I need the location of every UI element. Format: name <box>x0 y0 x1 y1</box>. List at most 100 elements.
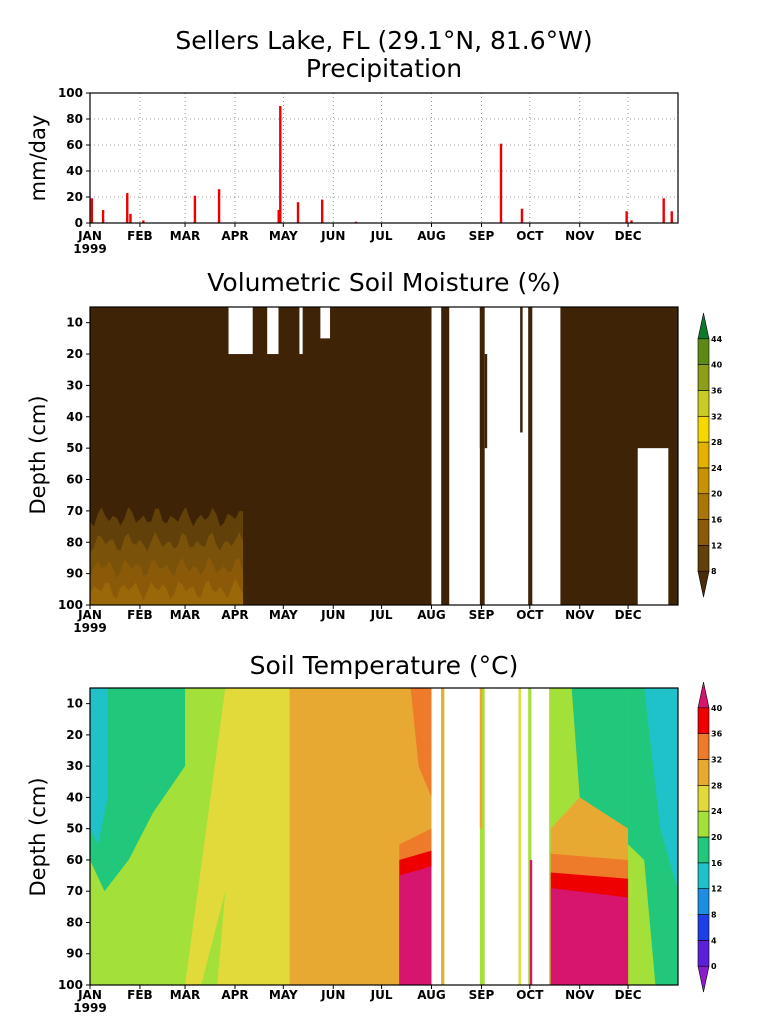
temperature-colorbar-swatch <box>697 862 710 889</box>
precip-bar <box>279 106 282 223</box>
temperature-region <box>120 688 137 798</box>
temperature-missing <box>531 688 550 985</box>
precip-xtick-label: JUL <box>370 229 393 243</box>
moisture-xtick-label: OCT <box>516 608 544 622</box>
temperature-colorbar-label: 16 <box>711 859 723 868</box>
precip-bar <box>662 198 665 223</box>
moisture-xtick-label: MAR <box>170 608 200 622</box>
moisture-ytick-label: 30 <box>66 378 83 392</box>
moisture-year-label: 1999 <box>73 621 106 635</box>
moisture-colorbar-label: 24 <box>711 464 723 473</box>
precip-bar <box>670 211 673 223</box>
temperature-colorbar-label: 24 <box>711 807 723 816</box>
moisture-panel: Volumetric Soil Moisture (%) Depth (cm) … <box>26 268 723 635</box>
temperature-missing <box>431 688 442 985</box>
moisture-colorbar-max-arrow <box>697 312 710 340</box>
precip-bars <box>90 106 673 223</box>
precip-xtick-label: JUN <box>320 229 345 243</box>
temperature-colorbar-swatch <box>697 759 710 786</box>
precip-bar <box>630 220 633 223</box>
temperature-colorbar-swatch <box>697 914 710 941</box>
moisture-missing <box>320 307 331 339</box>
temperature-xtick-label: JAN <box>77 988 102 1002</box>
precip-x-axis: JAN FEB MAR APR MAY JUN JUL AUG SEP OCT NOV DEC 1999 <box>73 223 642 256</box>
temperature-colorbar: 0 4 8 12 16 20 24 28 32 36 40 <box>697 681 723 993</box>
temperature-sliver <box>441 688 444 985</box>
temperature-colorbar-swatch <box>697 836 710 864</box>
temperature-ytick-label: 50 <box>66 822 83 836</box>
temperature-xtick-label: MAR <box>170 988 200 1002</box>
precip-xtick-label: NOV <box>565 229 595 243</box>
moisture-colorbar-swatch <box>697 519 710 546</box>
moisture-ytick-label: 80 <box>66 535 83 549</box>
temperature-sliver <box>529 859 533 985</box>
precip-bar <box>320 199 324 223</box>
temperature-xtick-label: SEP <box>469 988 495 1002</box>
temperature-panel: Soil Temperature (°C) Depth (cm) 10 20 30 4… <box>26 651 723 1015</box>
moisture-colorbar-label: 8 <box>711 567 717 576</box>
moisture-sliver <box>444 307 447 605</box>
temperature-ytick-label: 30 <box>66 759 83 773</box>
moisture-xtick-label: JUL <box>370 608 393 622</box>
moisture-missing <box>637 448 669 605</box>
moisture-missing <box>431 307 442 605</box>
temperature-region <box>410 688 432 798</box>
precip-frame <box>89 92 679 224</box>
temperature-ytick-label: 80 <box>66 915 83 929</box>
temperature-xtick-label: APR <box>221 988 248 1002</box>
moisture-xtick-label: APR <box>221 608 248 622</box>
moisture-colorbar-label: 16 <box>711 516 723 525</box>
precip-bar <box>129 213 132 223</box>
temperature-colorbar-swatch <box>697 707 710 734</box>
moisture-colorbar-label: 32 <box>711 412 722 421</box>
moisture-ytick-label: 60 <box>66 473 83 487</box>
moisture-missing <box>449 307 480 605</box>
temperature-ytick-label: 70 <box>66 884 83 898</box>
temperature-colorbar-label: 12 <box>711 885 722 894</box>
temperature-xtick-label: DEC <box>615 988 642 1002</box>
moisture-sliver <box>529 307 533 605</box>
temperature-field <box>90 688 678 985</box>
precip-ytick-label: 20 <box>66 190 83 204</box>
moisture-colorbar: 8 12 16 20 24 28 32 36 40 44 <box>697 312 723 598</box>
temperature-colorbar-swatch <box>697 733 710 760</box>
moisture-ytick-label: 50 <box>66 441 83 455</box>
moisture-colorbar-swatch <box>697 338 710 365</box>
temperature-colorbar-label: 36 <box>711 730 723 739</box>
temperature-colorbar-label: 28 <box>711 781 723 790</box>
moisture-sliver <box>520 307 523 433</box>
moisture-colorbar-label: 12 <box>711 541 722 550</box>
precip-y-axis: 0 20 40 60 80 100 <box>58 86 90 230</box>
temperature-ylabel: Depth (cm) <box>26 777 50 896</box>
moisture-frame <box>89 306 679 606</box>
moisture-colorbar-swatch <box>697 390 710 417</box>
moisture-y-axis: 10 20 30 40 50 60 70 80 90 100 <box>58 316 90 612</box>
temperature-xtick-label: FEB <box>127 988 153 1002</box>
moisture-colorbar-label: 20 <box>711 490 723 499</box>
temperature-colorbar-min-arrow <box>697 965 710 993</box>
moisture-xtick-label: DEC <box>615 608 642 622</box>
temperature-colorbar-label: 32 <box>711 756 722 765</box>
temperature-region <box>571 688 629 829</box>
precip-title: Precipitation <box>306 54 462 83</box>
moisture-x-axis: JAN FEB MAR APR MAY JUN JUL AUG SEP OCT NOV DEC 1999 <box>73 605 642 635</box>
precip-bar <box>296 202 300 223</box>
temperature-ytick-label: 40 <box>66 790 83 804</box>
moisture-ytick-label: 20 <box>66 347 83 361</box>
temperature-y-axis: 10 20 30 40 50 60 70 80 90 100 <box>58 697 90 992</box>
precip-bar <box>277 210 280 223</box>
precip-xtick-label: SEP <box>469 229 495 243</box>
temperature-sliver <box>479 688 483 829</box>
temperature-xtick-label: MAY <box>269 988 298 1002</box>
precip-bar <box>625 211 628 223</box>
precip-bar <box>126 193 129 223</box>
temperature-ytick-label: 60 <box>66 853 83 867</box>
moisture-colorbar-swatch <box>697 467 710 495</box>
temperature-colorbar-swatch <box>697 785 710 812</box>
moisture-missing <box>267 307 279 355</box>
moisture-colorbar-min-arrow <box>697 570 710 598</box>
temperature-xtick-label: AUG <box>417 988 446 1002</box>
precip-bar <box>520 208 524 223</box>
moisture-colorbar-label: 28 <box>711 438 723 447</box>
